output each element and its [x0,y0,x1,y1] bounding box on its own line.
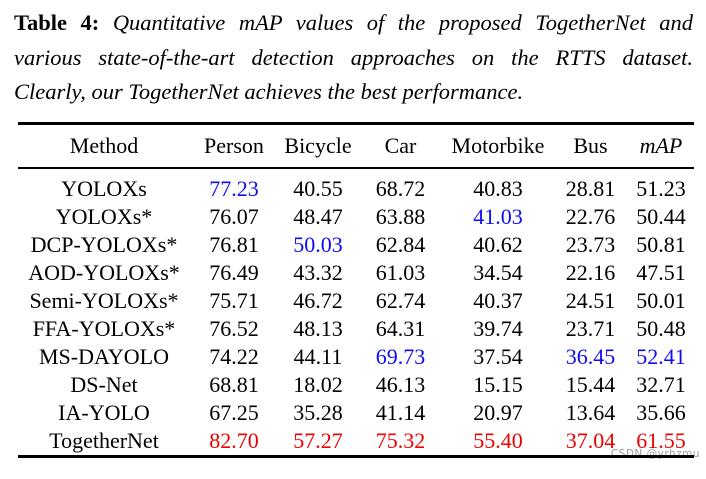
value-cell: 40.37 [473,288,523,313]
value-cell: 68.72 [375,176,426,201]
value-cell: 46.13 [375,372,426,397]
results-table: Method Person Bicycle Car Motorbike Bus … [18,122,694,458]
value-cell: 55.40 [473,428,523,453]
header-row: Method Person Bicycle Car Motorbike Bus … [18,123,694,169]
value-cell: 23.73 [565,232,616,257]
value-cell: 52.41 [636,344,686,369]
value-cell: 28.81 [565,176,616,201]
method-cell: Semi-YOLOXs* [29,288,179,313]
value-cell: 62.74 [375,288,426,313]
value-cell: 37.54 [473,344,523,369]
column-header-method: Method [18,123,190,169]
value-cell: 75.32 [375,428,426,453]
value-cell: 48.13 [293,316,343,341]
column-header-car: Car [358,123,443,169]
value-cell: 32.71 [636,372,686,397]
table-row: TogetherNet 82.70 57.27 75.32 55.40 37.04 61.5… [18,427,694,457]
column-header-map: mAP [628,123,694,169]
value-cell: 76.07 [209,204,259,229]
value-cell: 22.16 [565,260,616,285]
value-cell: 44.11 [293,344,343,369]
value-cell: 50.48 [636,316,686,341]
value-cell: 75.71 [209,288,259,313]
value-cell: 64.31 [375,316,426,341]
value-cell: 77.23 [209,176,259,201]
value-cell: 50.44 [636,204,686,229]
table-row: YOLOXs 77.23 40.55 68.72 40.83 28.81 51.23 [18,168,694,203]
value-cell: 35.66 [636,400,686,425]
value-cell: 61.55 [636,428,686,453]
caption-label: Table 4: [14,10,100,35]
column-header-person: Person [190,123,278,169]
value-cell: 61.03 [375,260,426,285]
table-row: IA-YOLO 67.25 35.28 41.14 20.97 13.64 35.66 [18,399,694,427]
value-cell: 51.23 [636,176,686,201]
value-cell: 46.72 [293,288,343,313]
caption-line-1: Table 4: Quantitative mAP values of the … [14,6,693,41]
value-cell: 34.54 [473,260,523,285]
caption-line-3: Clearly, our TogetherNet achieves the be… [14,79,524,104]
value-cell: 76.81 [209,232,259,257]
method-cell: DCP-YOLOXs* [30,232,178,257]
value-cell: 40.55 [293,176,343,201]
value-cell: 50.01 [636,288,686,313]
table-header: Method Person Bicycle Car Motorbike Bus … [18,123,694,169]
method-cell: FFA-YOLOXs* [32,316,176,341]
value-cell: 41.14 [375,400,426,425]
method-cell: TogetherNet [49,428,159,453]
method-cell: AOD-YOLOXs* [28,260,180,285]
value-cell: 40.83 [473,176,523,201]
value-cell: 22.76 [565,204,616,229]
value-cell: 15.44 [565,372,616,397]
value-cell: 74.22 [209,344,259,369]
value-cell: 82.70 [209,428,259,453]
table-body: YOLOXs 77.23 40.55 68.72 40.83 28.81 51.23 YOLO… [18,168,694,457]
value-cell: 39.74 [473,316,523,341]
value-cell: 18.02 [293,372,343,397]
results-table-wrapper: Method Person Bicycle Car Motorbike Bus … [18,122,694,458]
method-cell: YOLOXs* [55,204,153,229]
column-header-bus: Bus [553,123,628,169]
value-cell: 20.97 [473,400,523,425]
caption-line-2: various state-of-the-art detection appro… [14,44,693,70]
table-row: AOD-YOLOXs* 76.49 43.32 61.03 34.54 22.16 47.5… [18,259,694,287]
table-row: DCP-YOLOXs* 76.81 50.03 62.84 40.62 23.73 50.8… [18,231,694,259]
value-cell: 35.28 [293,400,343,425]
value-cell: 23.71 [565,316,616,341]
method-cell: YOLOXs [61,176,147,201]
value-cell: 15.15 [473,372,523,397]
table-row: DS-Net 68.81 18.02 46.13 15.15 15.44 32.71 [18,371,694,399]
value-cell: 67.25 [209,400,259,425]
value-cell: 24.51 [565,288,616,313]
column-header-bicycle: Bicycle [278,123,358,169]
value-cell: 50.03 [293,232,343,257]
value-cell: 50.81 [636,232,686,257]
table-row: MS-DAYOLO 74.22 44.11 69.73 37.54 36.45 52.41 [18,343,694,371]
table-row: Semi-YOLOXs* 75.71 46.72 62.74 40.37 24.51 50.… [18,287,694,315]
method-cell: MS-DAYOLO [39,344,169,369]
caption-line-1-text: Quantitative mAP values of the proposed … [112,10,694,35]
value-cell: 43.32 [293,260,343,285]
value-cell: 13.64 [565,400,616,425]
value-cell: 68.81 [209,372,259,397]
value-cell: 37.04 [565,428,616,453]
value-cell: 63.88 [375,204,426,229]
value-cell: 41.03 [473,204,523,229]
table-caption: Table 4: Quantitative mAP values of the … [14,6,693,110]
value-cell: 40.62 [473,232,523,257]
value-cell: 48.47 [293,204,343,229]
value-cell: 36.45 [565,344,616,369]
value-cell: 76.49 [209,260,259,285]
value-cell: 76.52 [209,316,259,341]
column-header-motorbike: Motorbike [443,123,553,169]
value-cell: 62.84 [375,232,426,257]
value-cell: 69.73 [375,344,426,369]
table-row: YOLOXs* 76.07 48.47 63.88 41.03 22.76 50.44 [18,203,694,231]
method-cell: DS-Net [70,372,138,397]
table-row: FFA-YOLOXs* 76.52 48.13 64.31 39.74 23.71 50.4… [18,315,694,343]
method-cell: IA-YOLO [58,400,150,425]
value-cell: 47.51 [636,260,686,285]
value-cell: 57.27 [293,428,343,453]
